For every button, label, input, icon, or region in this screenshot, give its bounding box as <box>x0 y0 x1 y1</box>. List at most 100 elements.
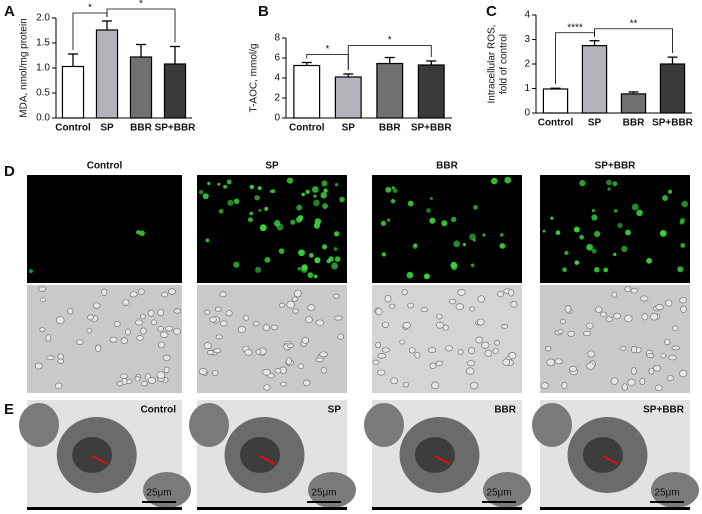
cell <box>408 347 416 354</box>
cell-fluorescence <box>450 261 458 269</box>
cell <box>648 367 655 375</box>
brightfield-image <box>540 285 690 393</box>
y-tick-label: 1 <box>524 83 530 94</box>
cell <box>57 353 64 360</box>
cell <box>109 336 118 343</box>
cell-fluorescence <box>482 233 486 237</box>
x-tick-label: SP <box>342 123 356 134</box>
em-label: Control <box>140 405 176 416</box>
cell-fluorescence <box>574 260 580 265</box>
cell-fluorescence <box>679 220 685 225</box>
cell <box>337 333 344 340</box>
cell <box>627 378 636 386</box>
panel-letter: C <box>486 3 497 20</box>
fluorescence-image <box>372 175 522 283</box>
cell <box>157 325 164 332</box>
em-nucleus <box>72 437 113 473</box>
cell <box>621 383 628 391</box>
significance-bracket <box>594 28 673 54</box>
cell <box>667 375 674 382</box>
cell <box>86 327 93 334</box>
em-nucleus <box>240 437 280 473</box>
cell-fluorescence <box>218 208 224 214</box>
cell-fluorescence <box>296 204 303 211</box>
cell-fluorescence <box>273 220 281 227</box>
cell-fluorescence <box>586 243 594 251</box>
cell <box>135 319 143 326</box>
cell <box>46 355 55 361</box>
em-strip <box>197 507 347 510</box>
cell <box>465 367 475 375</box>
cell-fluorescence <box>249 211 254 216</box>
cell <box>138 288 145 295</box>
cell <box>307 304 316 311</box>
cell <box>650 312 659 321</box>
cell <box>301 337 310 344</box>
bar <box>376 62 404 119</box>
cell-fluorescence <box>606 179 612 186</box>
cell-fluorescence <box>469 233 476 241</box>
cell <box>262 324 270 332</box>
cell <box>671 345 680 351</box>
cell <box>600 311 608 318</box>
em-arrow <box>602 455 619 465</box>
cell-fluorescence <box>550 216 554 220</box>
cell-fluorescence <box>297 266 302 271</box>
cell <box>384 294 392 303</box>
cell-fluorescence <box>339 196 345 203</box>
cell-fluorescence <box>258 208 262 212</box>
cell-fluorescence <box>298 249 304 256</box>
cell <box>624 314 633 323</box>
cell <box>375 307 383 316</box>
cell-fluorescence <box>646 257 653 264</box>
cell-fluorescence <box>247 217 253 223</box>
cell <box>484 349 493 357</box>
x-tick-label: BBR <box>130 123 152 134</box>
em-cell <box>364 403 404 447</box>
em-strip <box>540 507 690 510</box>
cell <box>213 348 222 354</box>
cell <box>34 362 43 370</box>
y-axis-label: fold of control <box>499 34 510 94</box>
x-tick-label: SP+BBR <box>155 123 197 134</box>
cell-fluorescence <box>257 186 262 191</box>
cell <box>640 295 649 302</box>
cell <box>140 327 147 335</box>
cell <box>569 366 578 372</box>
y-tick-label: 2.0 <box>36 13 50 24</box>
bar <box>61 65 85 119</box>
cell-fluorescence <box>380 220 387 226</box>
cell <box>237 326 246 333</box>
em-arrow <box>434 455 451 465</box>
cell <box>119 373 129 379</box>
panel-letter: D <box>4 163 15 180</box>
cell-fluorescence <box>305 189 310 194</box>
cell-fluorescence <box>555 230 561 235</box>
cell <box>198 368 208 376</box>
cell <box>57 358 65 364</box>
cell-fluorescence <box>290 219 296 225</box>
cell <box>140 313 146 320</box>
cell <box>660 353 667 359</box>
cell-fluorescence <box>499 233 504 237</box>
y-tick-label: 0 <box>274 113 280 124</box>
cell-fluorescence <box>473 204 478 210</box>
cell <box>291 296 298 302</box>
cell <box>475 336 484 344</box>
cell-fluorescence <box>406 271 414 279</box>
cell <box>302 379 311 387</box>
cell-fluorescence <box>681 200 688 208</box>
cell-fluorescence <box>659 230 667 237</box>
cell <box>564 305 572 313</box>
cell <box>55 316 65 325</box>
em-arrow <box>259 455 276 465</box>
cell-fluorescence <box>334 182 339 187</box>
cell <box>427 347 437 353</box>
cell <box>381 321 390 328</box>
cell-fluorescence <box>450 216 457 223</box>
cell <box>203 342 212 350</box>
cell-fluorescence <box>390 198 396 204</box>
cell <box>403 381 409 388</box>
cell <box>476 318 485 326</box>
